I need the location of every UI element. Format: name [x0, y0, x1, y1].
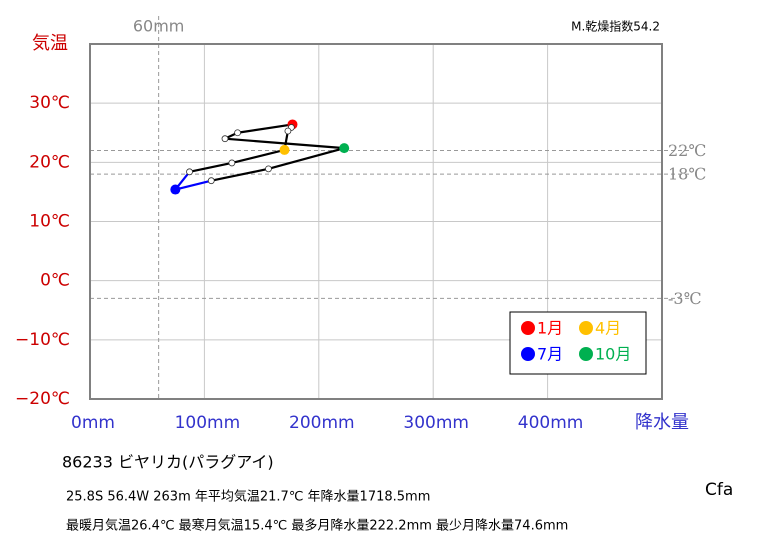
- legend-marker: [521, 347, 535, 361]
- reference-label: 60mm: [133, 17, 185, 36]
- x-tick-label: 0mm: [71, 413, 115, 433]
- legend-marker: [579, 321, 593, 335]
- line-segment: [268, 147, 345, 170]
- data-point: [228, 159, 236, 167]
- line-segment: [237, 123, 293, 134]
- legend-label: 10月: [595, 345, 631, 364]
- data-point: [221, 135, 229, 143]
- legend-label: 4月: [595, 319, 621, 338]
- plot-frame: [89, 43, 663, 400]
- legend-box: [509, 311, 647, 375]
- y-tick-label: 20℃: [29, 152, 70, 172]
- y-tick-label: −10℃: [15, 330, 70, 350]
- x-tick-label: 300mm: [403, 413, 469, 433]
- y-tick-label: 30℃: [29, 93, 70, 113]
- data-point: [284, 127, 292, 135]
- reference-label: -3℃: [668, 289, 701, 308]
- x-tick-label: 200mm: [289, 413, 355, 433]
- station: 86233 ビヤリカ(パラグアイ): [62, 453, 274, 472]
- data-point: [170, 184, 181, 195]
- corner-note: M.乾燥指数54.2: [571, 19, 660, 34]
- y-tick-label: 0℃: [40, 271, 70, 291]
- reference-label: 18℃: [668, 165, 706, 184]
- data-point: [186, 168, 193, 176]
- y-axis-title: 気温: [32, 33, 68, 54]
- data-point: [265, 165, 272, 173]
- data-point: [234, 129, 241, 137]
- line-segment: [189, 161, 233, 173]
- line-segment: [175, 179, 212, 191]
- legend-label: 7月: [537, 345, 563, 364]
- data-point: [339, 143, 350, 154]
- x-axis-title: 降水量: [635, 412, 689, 433]
- info-line: 25.8S 56.4W 263m 年平均気温21.7℃ 年降水量1718.5mm: [66, 489, 430, 505]
- data-point: [279, 144, 290, 155]
- data-point: [207, 177, 215, 185]
- y-tick-label: 10℃: [29, 212, 70, 232]
- legend-marker: [579, 347, 593, 361]
- x-tick-label: 100mm: [175, 413, 241, 433]
- reference-label: 22℃: [668, 141, 706, 160]
- line-segment: [224, 137, 345, 150]
- y-tick-label: −20℃: [15, 389, 70, 409]
- legend-label: 1月: [537, 319, 563, 338]
- x-tick-label: 400mm: [518, 413, 584, 433]
- climate-class: Cfa: [705, 480, 733, 500]
- info-line: 最暖月気温26.4℃ 最寒月気温15.4℃ 最多月降水量222.2mm 最少月降…: [66, 518, 568, 534]
- line-segment: [231, 148, 285, 164]
- line-segment: [211, 167, 269, 182]
- legend-marker: [521, 321, 535, 335]
